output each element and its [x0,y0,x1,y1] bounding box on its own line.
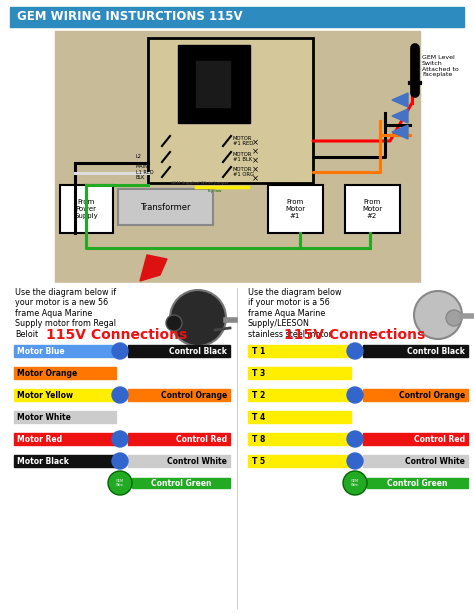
Text: 115V Connections: 115V Connections [284,328,426,342]
Text: Use the diagram below if
your motor is a new 56
frame Aqua Marine
Supply motor f: Use the diagram below if your motor is a… [15,288,116,338]
Bar [14,455,116,467]
Text: GEM
Wire: GEM Wire [351,479,359,487]
Text: Motor White: Motor White [17,413,71,422]
Text: Control Orange: Control Orange [161,390,227,400]
Bar [128,433,230,445]
Text: T 2: T 2 [252,390,265,400]
Bar [363,389,468,401]
Text: Control White: Control White [167,457,227,465]
Bar [14,367,116,379]
Bar [363,345,468,357]
Bar [14,433,116,445]
Text: ×: × [252,166,258,175]
Text: MOTOR
#1 BLK: MOTOR #1 BLK [233,151,252,162]
Text: Control Green: Control Green [387,479,448,487]
Bar [367,478,468,488]
Text: by law: by law [208,189,222,193]
Circle shape [347,453,363,469]
Circle shape [112,343,128,359]
Bar [55,31,420,283]
Text: Motor Blue: Motor Blue [17,346,64,356]
Bar [196,61,230,107]
Circle shape [347,387,363,403]
Bar [14,389,116,401]
Circle shape [112,387,128,403]
Text: Use the diagram below
if your motor is a 56
frame Aqua Marine
Supply/LEESON
stai: Use the diagram below if your motor is a… [248,288,341,338]
Bar [268,185,323,233]
Circle shape [446,310,462,326]
Text: Motor Orange: Motor Orange [17,368,77,378]
Text: Transformer: Transformer [140,202,190,211]
Polygon shape [140,255,167,281]
Polygon shape [392,109,408,123]
Circle shape [414,291,462,339]
Circle shape [343,471,367,495]
Circle shape [112,453,128,469]
Bar [248,455,351,467]
Text: ×: × [252,175,258,183]
Text: T 4: T 4 [252,413,265,422]
Text: Control Red: Control Red [414,435,465,443]
Bar [248,433,351,445]
Bar [248,411,351,423]
Circle shape [108,471,132,495]
Text: Motor Red: Motor Red [17,435,62,443]
Bar [132,478,230,488]
Bar [148,38,313,183]
Circle shape [347,431,363,447]
Text: Control Black: Control Black [169,346,227,356]
Text: ×: × [252,148,258,156]
Text: Control Black: Control Black [407,346,465,356]
Text: T 8: T 8 [252,435,265,443]
Circle shape [347,343,363,359]
Text: Control Orange: Control Orange [399,390,465,400]
Text: MOTOR
#1 ORG: MOTOR #1 ORG [233,167,254,177]
Bar [118,189,213,225]
Polygon shape [392,93,408,107]
Bar [345,185,400,233]
Bar [363,433,468,445]
Text: GEM WIRING INSTURCTIONS 115V: GEM WIRING INSTURCTIONS 115V [17,10,243,23]
Bar [14,345,116,357]
Bar [363,455,468,467]
Text: From
Motor
#1: From Motor #1 [285,199,305,219]
Bar [248,389,351,401]
Text: 115V Connections: 115V Connections [46,328,188,342]
Text: GEM Supplied White Jumper: GEM Supplied White Jumper [171,181,229,185]
Bar [60,185,113,233]
Bar [248,367,351,379]
Bar [0,283,474,613]
Text: MAIN
L1 RED
BLK: MAIN L1 RED BLK [136,164,154,180]
Text: L2: L2 [136,154,142,159]
Text: ×: × [252,156,258,166]
Text: GEM
Wire: GEM Wire [116,479,124,487]
Bar [178,45,250,123]
Polygon shape [392,125,408,139]
Text: ×: × [252,139,258,148]
Text: Control White: Control White [405,457,465,465]
Text: Control Green: Control Green [151,479,211,487]
Circle shape [112,431,128,447]
Bar [128,389,230,401]
Bar [14,411,116,423]
Bar [128,345,230,357]
Circle shape [166,315,182,331]
Text: From
Motor
#2: From Motor #2 [362,199,382,219]
Text: MOTOR
#1 RED: MOTOR #1 RED [233,135,253,147]
Text: T 5: T 5 [252,457,265,465]
Text: T 3: T 3 [252,368,265,378]
Text: Motor Yellow: Motor Yellow [17,390,73,400]
Circle shape [170,290,226,346]
Bar [10,7,464,27]
Text: From
Power
Supply: From Power Supply [74,199,98,219]
Text: Control Red: Control Red [176,435,227,443]
Text: Motor Black: Motor Black [17,457,69,465]
Text: GEM Level
Switch
Attached to
Faceplate: GEM Level Switch Attached to Faceplate [422,55,459,77]
Text: T 1: T 1 [252,346,265,356]
Bar [248,345,351,357]
Bar [128,455,230,467]
